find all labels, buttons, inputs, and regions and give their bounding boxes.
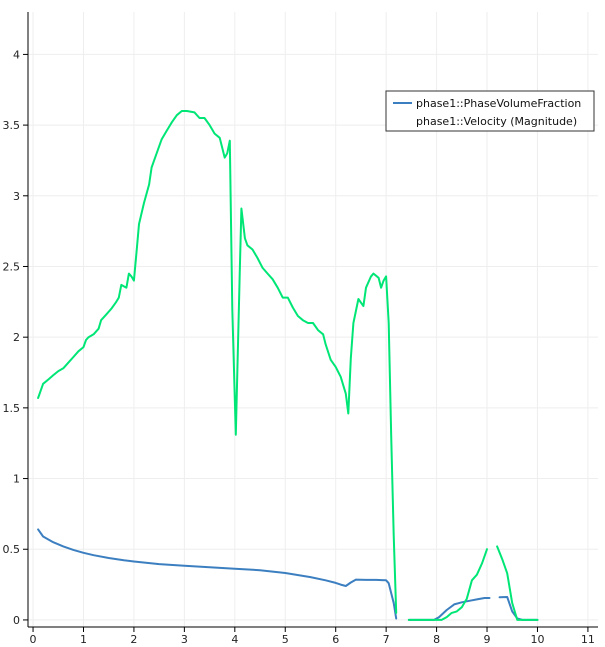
x-tick-label: 7 xyxy=(383,633,390,646)
x-tick-label: 4 xyxy=(231,633,238,646)
y-tick-label: 1 xyxy=(13,473,20,486)
x-tick-label: 9 xyxy=(484,633,491,646)
x-tick-label: 11 xyxy=(581,633,595,646)
x-tick-label: 5 xyxy=(282,633,289,646)
series-lines xyxy=(37,110,539,621)
series-line-phase-volume-fraction xyxy=(498,596,539,621)
legend-label-velocity-magnitude: phase1::Velocity (Magnitude) xyxy=(416,115,577,128)
series-line-phase-volume-fraction xyxy=(37,528,398,620)
x-tick-label: 1 xyxy=(80,633,87,646)
series-line-velocity-magnitude xyxy=(496,545,539,621)
legend-label-phase-volume-fraction: phase1::PhaseVolumeFraction xyxy=(416,97,581,110)
legend-box xyxy=(385,90,595,132)
series-line-velocity-magnitude xyxy=(407,548,488,621)
y-tick-label: 3 xyxy=(13,190,20,203)
x-tick-label: 8 xyxy=(433,633,440,646)
series-line-phase-volume-fraction xyxy=(407,597,491,621)
legend: phase1::PhaseVolumeFraction phase1::Velo… xyxy=(385,90,595,132)
y-tick-label: 0.5 xyxy=(3,543,21,556)
series-line-velocity-magnitude xyxy=(37,110,398,614)
x-tick-label: 0 xyxy=(30,633,37,646)
y-tick-label: 0 xyxy=(13,614,20,627)
x-tick-label: 10 xyxy=(530,633,544,646)
tick-labels: 0 1 2 3 4 5 6 7 8 9 10 11 0 0.5 1 1.5 2 2.5 3 3.5 4 xyxy=(3,48,595,646)
x-tick-label: 6 xyxy=(332,633,339,646)
y-tick-label: 2.5 xyxy=(3,260,21,273)
axes xyxy=(23,12,598,632)
y-tick-label: 4 xyxy=(13,48,20,61)
y-tick-label: 3.5 xyxy=(3,119,21,132)
x-tick-label: 2 xyxy=(130,633,137,646)
y-tick-label: 2 xyxy=(13,331,20,344)
x-tick-label: 3 xyxy=(181,633,188,646)
y-tick-label: 1.5 xyxy=(3,402,21,415)
